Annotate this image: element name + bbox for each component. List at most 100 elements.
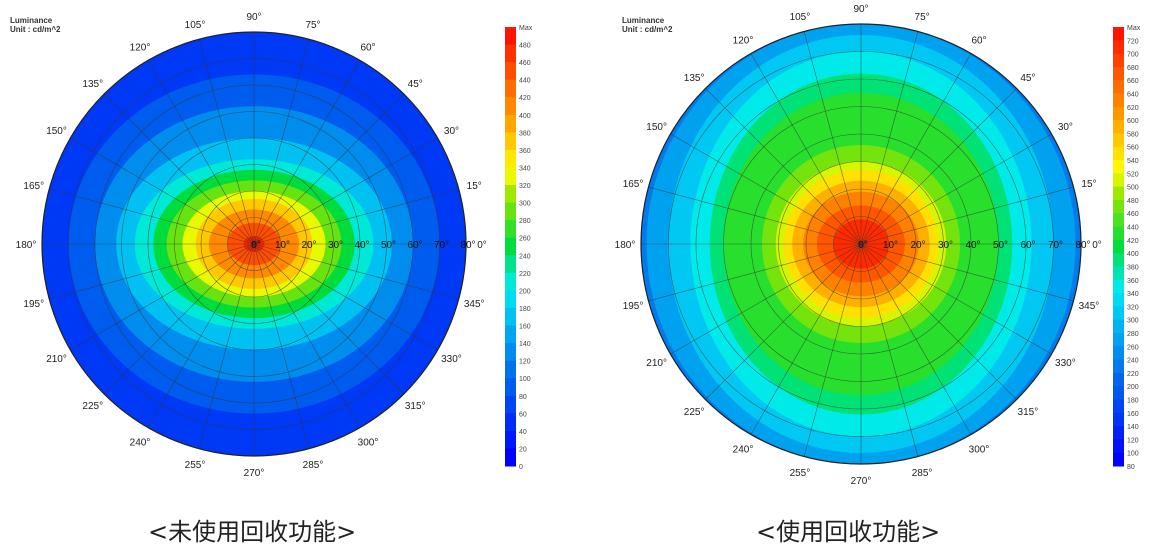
radial-tick-label: 60° xyxy=(1020,240,1035,251)
colorbar-tick-label: 680 xyxy=(1127,65,1139,72)
grid-spoke xyxy=(253,137,438,245)
colorbar-tick-label: 220 xyxy=(1127,371,1139,378)
colorbar-swatch xyxy=(1113,253,1124,267)
angle-tick-label: 60° xyxy=(360,43,375,54)
colorbar-swatch xyxy=(1113,452,1124,467)
radial-tick-label: 30° xyxy=(938,240,953,251)
colorbar-tick-label: 40 xyxy=(519,429,527,436)
grid-spoke xyxy=(860,186,1074,245)
colorbar-tick-label: 140 xyxy=(519,341,531,348)
angle-tick-label: 285° xyxy=(303,460,324,471)
colorbar-swatch xyxy=(1113,399,1124,414)
grid-spoke xyxy=(103,93,255,245)
radial-tick-label: 40° xyxy=(965,240,980,251)
angle-tick-label: 345° xyxy=(1079,301,1100,312)
colorbar-swatch xyxy=(505,325,516,344)
grid-spoke xyxy=(198,39,255,245)
colorbar-swatch xyxy=(1113,160,1124,174)
grid-spoke xyxy=(860,133,1052,245)
colorbar-tick-label: 240 xyxy=(519,253,531,260)
grid-spoke xyxy=(70,137,255,245)
colorbar-swatch xyxy=(505,79,516,98)
colorbar-swatch xyxy=(505,448,516,467)
grid-spoke xyxy=(803,31,862,245)
colorbar-tick-label: 340 xyxy=(519,165,531,172)
colorbar-swatch xyxy=(505,255,516,274)
angle-tick-label: 105° xyxy=(790,12,811,23)
radial-tick-label: 0° xyxy=(251,240,261,251)
angle-tick-label: 15° xyxy=(1081,179,1096,190)
grid-spoke xyxy=(253,243,310,449)
angle-tick-label: 255° xyxy=(790,468,811,479)
colorbar-tick-label: 60 xyxy=(519,411,527,418)
chart-2-unit: Unit : cd/m^2 xyxy=(622,25,673,34)
chart-1-title: Luminance xyxy=(10,16,53,25)
colorbar-tick-label: 80 xyxy=(519,394,527,401)
grid-spoke xyxy=(253,93,405,245)
colorbar-swatch xyxy=(505,237,516,256)
angle-tick-label: 195° xyxy=(623,301,644,312)
colorbar-swatch xyxy=(1113,293,1124,307)
colorbar-max-label: Max xyxy=(1127,25,1141,32)
colorbar-swatch xyxy=(505,97,516,116)
angle-tick-label: 135° xyxy=(82,79,103,90)
colorbar-tick-label: 140 xyxy=(1127,424,1139,431)
colorbar-swatch xyxy=(1113,40,1124,55)
colorbar-swatch xyxy=(505,343,516,362)
caption-with-recycling: <使用回收功能> xyxy=(756,518,941,546)
outer-ring xyxy=(41,31,467,457)
grid-spoke xyxy=(750,243,862,435)
grid-spoke xyxy=(103,243,255,395)
angle-tick-label: 90° xyxy=(246,12,261,23)
colorbar-tick-label: 300 xyxy=(519,201,531,208)
angle-tick-label: 75° xyxy=(305,20,320,31)
colorbar-swatch xyxy=(1113,80,1124,95)
angle-tick-label: 180° xyxy=(16,240,37,251)
colorbar-tick-label: 540 xyxy=(1127,158,1139,165)
colorbar-tick-label: 80 xyxy=(1127,464,1135,471)
colorbar-swatch xyxy=(1113,386,1124,400)
colorbar-tick-label: 480 xyxy=(1127,198,1139,205)
angle-tick-label: 165° xyxy=(23,181,44,192)
angle-tick-label: 165° xyxy=(623,179,644,190)
colorbar-swatch xyxy=(505,202,516,221)
radial-tick-label: 20° xyxy=(301,240,316,251)
colorbar-swatch xyxy=(1113,306,1124,321)
radial-tick-label: 70° xyxy=(434,240,449,251)
grid-spoke xyxy=(253,243,361,428)
angle-tick-label: 270° xyxy=(244,468,265,479)
grid-spoke xyxy=(253,60,361,245)
angle-tick-label: 135° xyxy=(684,73,705,84)
radial-tick-label: 80° xyxy=(1075,240,1090,251)
colorbar-swatch xyxy=(505,395,516,414)
colorbar-swatch xyxy=(505,378,516,397)
colorbar-swatch xyxy=(1113,93,1124,108)
colorbar-swatch xyxy=(1113,266,1124,281)
angle-tick-label: 240° xyxy=(130,437,151,448)
angle-tick-label: 195° xyxy=(23,299,44,310)
colorbar-swatch xyxy=(505,167,516,186)
colorbar-swatch xyxy=(1113,412,1124,427)
colorbar-swatch xyxy=(505,220,516,239)
colorbar-swatch xyxy=(1113,27,1124,41)
grid-spoke xyxy=(670,243,862,355)
colorbar-tick-label: 700 xyxy=(1127,52,1139,59)
colorbar-tick-label: 640 xyxy=(1127,92,1139,99)
colorbar-tick-label: 300 xyxy=(1127,318,1139,325)
colorbar-swatch xyxy=(1113,146,1124,161)
colorbar-tick-label: 460 xyxy=(519,60,531,67)
radial-tick-label: 20° xyxy=(910,240,925,251)
colorbar-tick-label: 460 xyxy=(1127,211,1139,218)
radial-tick-label: 60° xyxy=(407,240,422,251)
colorbar-swatch xyxy=(1113,239,1124,254)
colorbar-tick-label: 340 xyxy=(1127,291,1139,298)
angle-tick-label: 75° xyxy=(915,12,930,23)
grid-spoke xyxy=(253,243,405,395)
colorbar-tick-label: 240 xyxy=(1127,358,1139,365)
angle-tick-label: 270° xyxy=(851,476,872,487)
colorbar-swatch xyxy=(1113,133,1124,148)
colorbar-tick-label: 400 xyxy=(519,113,531,120)
colorbar-swatch xyxy=(505,185,516,204)
colorbar-tick-label: 520 xyxy=(1127,171,1139,178)
